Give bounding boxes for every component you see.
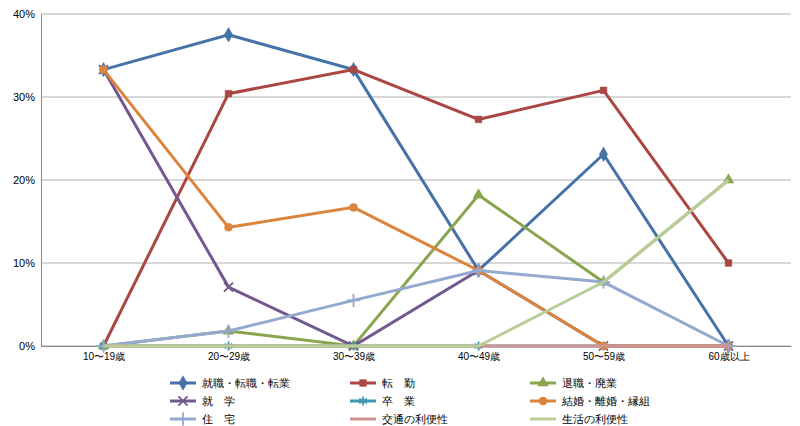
series-marker <box>475 116 482 123</box>
legend-item: 就職・転職・転業 <box>170 376 290 390</box>
series-marker <box>225 223 233 231</box>
legend-label: 退職・廃業 <box>562 377 617 390</box>
legend-swatch <box>350 418 376 421</box>
series-line <box>104 70 729 346</box>
x-tick-label: 50〜59歳 <box>583 351 625 362</box>
series-marker <box>472 264 485 277</box>
legend-marker <box>179 376 187 390</box>
grid-line <box>41 263 791 264</box>
series-marker <box>100 66 108 74</box>
y-tick-label: 30% <box>13 91 35 103</box>
x-tick-label: 40〜49歳 <box>458 351 500 362</box>
legend-marker <box>539 397 547 405</box>
chart: 0% 10% 20% 30% 40% 10〜19歳 20〜29歳 30〜39歳 40〜49歳 50… <box>0 0 800 426</box>
series <box>100 66 732 349</box>
series-marker <box>224 28 232 42</box>
legend-marker <box>178 396 187 405</box>
legend-item: 卒 業 <box>350 395 415 408</box>
legend-label: 生活の利便性 <box>562 413 628 426</box>
series-marker <box>600 87 607 94</box>
series-line <box>104 180 729 346</box>
x-tick-label: 10〜19歳 <box>83 351 125 362</box>
series <box>97 264 735 353</box>
y-tick-label: 0% <box>19 340 35 352</box>
series-line <box>104 270 729 346</box>
series-line <box>104 70 729 346</box>
series-marker <box>349 62 357 76</box>
legend-label: 転 勤 <box>382 377 415 390</box>
grid-line <box>41 180 791 181</box>
legend-label: 交通の利便性 <box>382 413 448 426</box>
y-tick: 30% <box>13 91 41 103</box>
legend-item: 生活の利便性 <box>530 413 628 426</box>
series-marker <box>473 189 484 198</box>
legend-label: 結婚・離婚・縁組 <box>561 395 650 408</box>
legend-label: 住 宅 <box>202 413 235 426</box>
legend-label: 就 学 <box>202 395 235 408</box>
y-tick-label: 20% <box>13 174 35 186</box>
x-tick-label: 30〜39歳 <box>333 351 375 362</box>
series <box>100 66 733 350</box>
y-tick-label: 10% <box>13 257 35 269</box>
y-tick: 40% <box>13 8 41 20</box>
grid <box>41 14 791 346</box>
series-line <box>104 35 729 346</box>
legend-swatch <box>530 418 556 421</box>
y-tick: 10% <box>13 257 41 269</box>
y-tick-label: 40% <box>13 8 35 20</box>
series-marker <box>350 203 358 211</box>
grid-line <box>41 97 791 98</box>
series <box>99 65 733 350</box>
series <box>99 28 732 354</box>
series <box>98 174 734 349</box>
series-line <box>104 180 729 346</box>
legend-item: 就 学 <box>170 395 235 408</box>
y-tick: 0% <box>19 340 41 352</box>
series-line <box>104 70 729 346</box>
legend-item: 結婚・離婚・縁組 <box>530 395 650 408</box>
legend-item: 転 勤 <box>350 377 415 390</box>
legend-label: 卒 業 <box>382 395 415 408</box>
plot-area <box>97 28 735 354</box>
legend-marker <box>359 397 367 406</box>
y-axis-line <box>41 15 42 347</box>
x-axis: 10〜19歳20〜29歳30〜39歳40〜49歳50〜59歳60歳以上 <box>42 346 792 362</box>
legend-item: 退職・廃業 <box>530 377 617 390</box>
x-tick-label: 20〜29歳 <box>208 351 250 362</box>
series-marker <box>222 324 235 337</box>
legend-item: 交通の利便性 <box>350 413 448 426</box>
series <box>104 180 729 346</box>
legend: 就職・転職・転業 転 勤 退職・廃業就 学 卒 業 結婚・離婚・縁組住 宅 交通の利便性 生… <box>170 376 650 426</box>
series-marker <box>225 90 232 97</box>
legend-item: 住 宅 <box>170 412 235 426</box>
series-marker <box>599 147 607 161</box>
series-marker <box>347 294 360 307</box>
legend-label: 就職・転職・転業 <box>202 377 290 390</box>
y-tick: 20% <box>13 174 41 186</box>
series-marker <box>224 283 233 292</box>
series-marker <box>725 260 732 267</box>
legend-marker <box>538 377 549 386</box>
grid-line <box>41 14 791 15</box>
series-marker <box>350 66 357 73</box>
y-axis: 0% 10% 20% 30% 40% <box>13 8 42 352</box>
legend-marker <box>176 412 189 425</box>
legend-marker <box>360 380 367 387</box>
